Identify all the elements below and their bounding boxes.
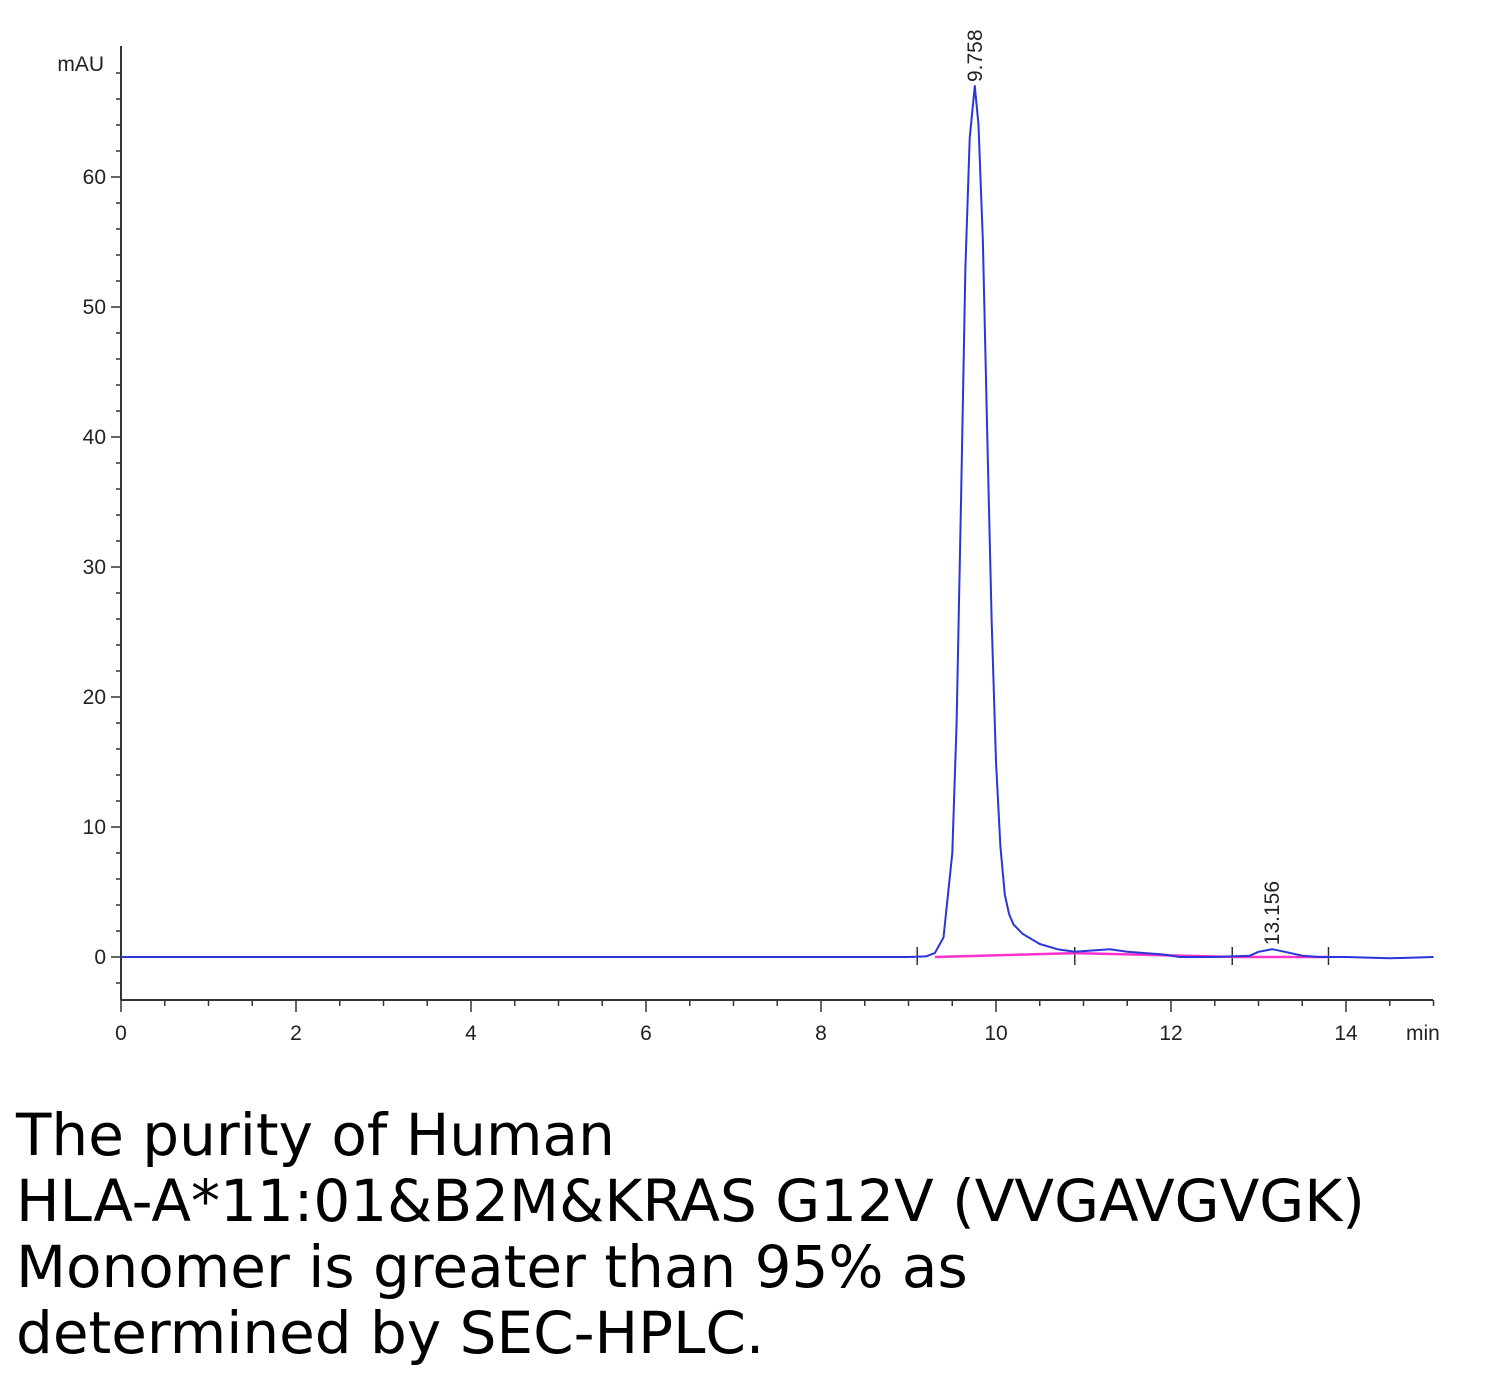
x-axis-title: min	[1406, 1022, 1440, 1045]
chromatogram-chart: 0 10 20 30 40 50 60 0 2 4 6 8 10 12 14 mAU min 9.758 1…	[57, 29, 1440, 1045]
chart-series	[121, 85, 1434, 960]
x-tick-label: 0	[115, 1022, 127, 1045]
x-tick-label: 2	[290, 1022, 302, 1045]
peak-label: 9.758	[964, 29, 987, 82]
y-tick-label: 40	[83, 426, 106, 449]
baseline-series	[934, 951, 1329, 959]
caption-line: HLA-A*11:01&B2M&KRAS G12V (VVGAVGVGK)	[16, 1167, 1365, 1235]
peak-labels: 9.758 13.156	[964, 29, 1284, 945]
y-axis-tick-labels: 0 10 20 30 40 50 60	[83, 166, 106, 969]
caption-line: Monomer is greater than 95% as	[16, 1233, 968, 1301]
x-tick-label: 4	[465, 1022, 477, 1045]
peak-label: 13.156	[1261, 881, 1284, 945]
y-tick-label: 20	[83, 686, 106, 709]
y-axis-ticks	[111, 72, 121, 984]
x-axis-tick-labels: 0 2 4 6 8 10 12 14	[115, 1022, 1358, 1045]
y-tick-label: 50	[83, 296, 106, 319]
x-tick-label: 8	[815, 1022, 827, 1045]
signal-series	[121, 85, 1434, 960]
x-tick-label: 10	[984, 1022, 1007, 1045]
x-tick-label: 6	[640, 1022, 652, 1045]
y-tick-label: 0	[94, 946, 106, 969]
y-tick-label: 60	[83, 166, 106, 189]
y-tick-label: 30	[83, 556, 106, 579]
x-tick-label: 14	[1334, 1022, 1358, 1045]
y-tick-label: 10	[83, 816, 106, 839]
x-tick-label: 12	[1159, 1022, 1182, 1045]
x-axis-ticks	[120, 1000, 1435, 1012]
y-axis-title: mAU	[57, 53, 104, 76]
caption-line: The purity of Human	[16, 1101, 615, 1169]
caption: The purity of Human HLA-A*11:01&B2M&KRAS…	[16, 1102, 1486, 1366]
caption-line: determined by SEC-HPLC.	[16, 1299, 765, 1367]
